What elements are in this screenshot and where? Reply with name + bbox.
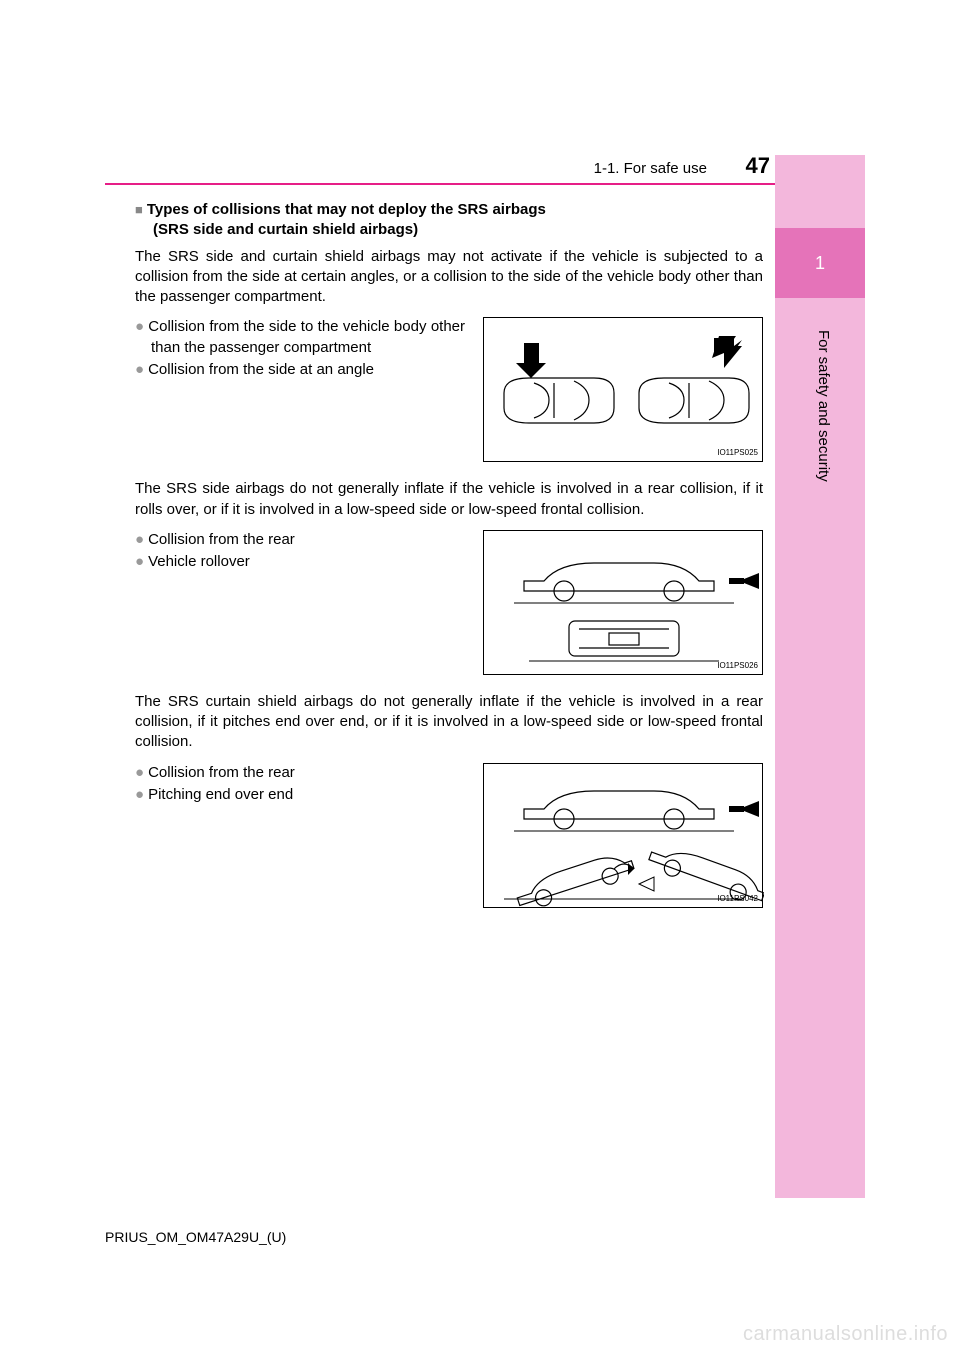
bullet-text: Pitching end over end [148, 786, 293, 803]
figure-label: IO11PS026 [717, 661, 758, 672]
figure-3: IO11PS042 [483, 763, 763, 908]
page-content: ■ Types of collisions that may not deploy… [135, 200, 763, 925]
bullet-text: Collision from the rear [148, 764, 295, 781]
list-item: ●Pitching end over end [135, 785, 465, 805]
bullet-icon: ● [135, 553, 144, 570]
list-item: ●Collision from the rear [135, 763, 465, 783]
rear-rollover-icon [484, 531, 764, 676]
bullet-text: Collision from the side to the vehicle b… [148, 318, 465, 355]
bullet-list-1: ●Collision from the side to the vehicle … [135, 317, 465, 380]
footer-code: PRIUS_OM_OM47A29U_(U) [105, 1229, 286, 1245]
chapter-label: For safety and security [815, 330, 832, 482]
paragraph-1: The SRS side and curtain shield airbags … [135, 247, 763, 308]
square-marker-icon: ■ [135, 202, 143, 217]
bullet-icon: ● [135, 786, 144, 803]
figure-label: IO11PS025 [717, 448, 758, 459]
block-2: ●Collision from the rear ●Vehicle rollov… [135, 530, 763, 680]
rear-pitch-icon [484, 764, 764, 909]
bullet-icon: ● [135, 361, 144, 378]
bullet-text: Collision from the side at an angle [148, 361, 374, 378]
list-item: ●Collision from the side at an angle [135, 360, 465, 380]
bullet-list-3: ●Collision from the rear ●Pitching end o… [135, 763, 465, 806]
bullet-list-2: ●Collision from the rear ●Vehicle rollov… [135, 530, 465, 573]
page-number: 47 [746, 153, 770, 179]
bullet-text: Vehicle rollover [148, 553, 250, 570]
block-1: ●Collision from the side to the vehicle … [135, 317, 763, 467]
chapter-number: 1 [815, 253, 825, 274]
paragraph-2: The SRS side airbags do not generally in… [135, 479, 763, 520]
figure-2: IO11PS026 [483, 530, 763, 675]
figure-label: IO11PS042 [717, 894, 758, 905]
side-tab-background [775, 155, 865, 1198]
heading-line1: Types of collisions that may not deploy … [147, 201, 546, 218]
bullet-icon: ● [135, 764, 144, 781]
heading-line2: (SRS side and curtain shield airbags) [153, 221, 418, 238]
list-item: ●Collision from the side to the vehicle … [135, 317, 465, 358]
collision-top-view-icon [484, 318, 764, 463]
chapter-tab: 1 [775, 228, 865, 298]
section-path: 1-1. For safe use [594, 160, 707, 177]
paragraph-3: The SRS curtain shield airbags do not ge… [135, 692, 763, 753]
list-item: ●Collision from the rear [135, 530, 465, 550]
header-rule [105, 183, 775, 185]
figure-1: IO11PS025 [483, 317, 763, 462]
list-item: ●Vehicle rollover [135, 552, 465, 572]
bullet-text: Collision from the rear [148, 531, 295, 548]
block-3: ●Collision from the rear ●Pitching end o… [135, 763, 763, 913]
watermark: carmanualsonline.info [743, 1323, 948, 1346]
bullet-icon: ● [135, 531, 144, 548]
bullet-icon: ● [135, 318, 144, 335]
section-heading: ■ Types of collisions that may not deploy… [135, 200, 763, 241]
